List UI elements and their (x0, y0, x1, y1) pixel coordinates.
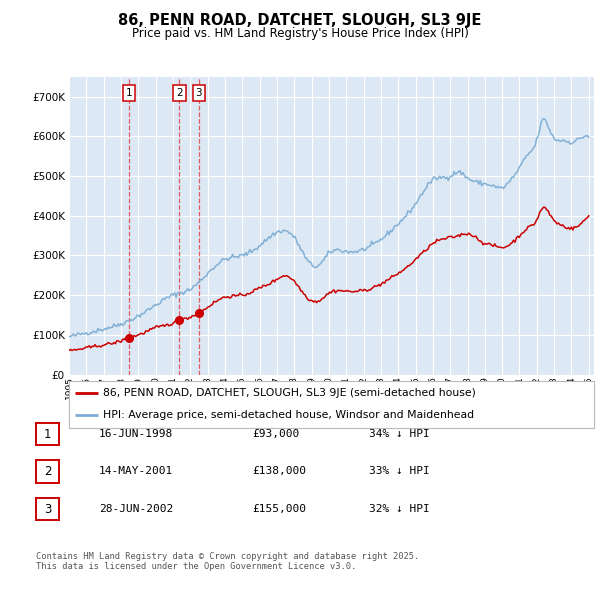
Text: Contains HM Land Registry data © Crown copyright and database right 2025.
This d: Contains HM Land Registry data © Crown c… (36, 552, 419, 571)
Text: 3: 3 (196, 87, 202, 97)
Text: HPI: Average price, semi-detached house, Windsor and Maidenhead: HPI: Average price, semi-detached house,… (103, 410, 474, 420)
Text: 34% ↓ HPI: 34% ↓ HPI (369, 430, 430, 439)
Text: 1: 1 (44, 428, 51, 441)
Text: £93,000: £93,000 (252, 430, 299, 439)
Text: 16-JUN-1998: 16-JUN-1998 (99, 430, 173, 439)
Text: 86, PENN ROAD, DATCHET, SLOUGH, SL3 9JE: 86, PENN ROAD, DATCHET, SLOUGH, SL3 9JE (118, 13, 482, 28)
Text: 2: 2 (44, 465, 51, 478)
Text: 2: 2 (176, 87, 182, 97)
Text: £138,000: £138,000 (252, 467, 306, 476)
Text: 33% ↓ HPI: 33% ↓ HPI (369, 467, 430, 476)
Text: Price paid vs. HM Land Registry's House Price Index (HPI): Price paid vs. HM Land Registry's House … (131, 27, 469, 40)
Text: 1: 1 (125, 87, 132, 97)
Text: 14-MAY-2001: 14-MAY-2001 (99, 467, 173, 476)
Text: 28-JUN-2002: 28-JUN-2002 (99, 504, 173, 514)
Text: 3: 3 (44, 503, 51, 516)
Text: 86, PENN ROAD, DATCHET, SLOUGH, SL3 9JE (semi-detached house): 86, PENN ROAD, DATCHET, SLOUGH, SL3 9JE … (103, 388, 476, 398)
Text: £155,000: £155,000 (252, 504, 306, 514)
Text: 32% ↓ HPI: 32% ↓ HPI (369, 504, 430, 514)
